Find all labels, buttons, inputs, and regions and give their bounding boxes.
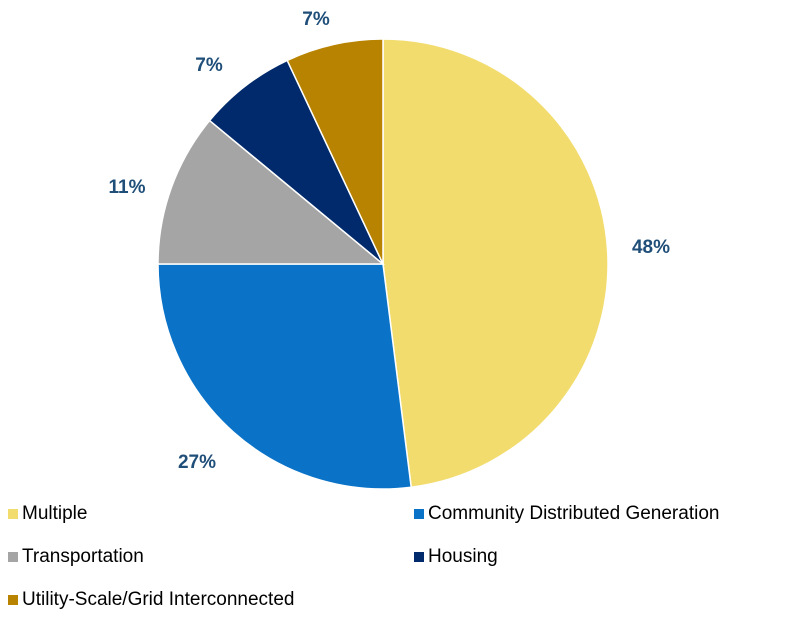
legend-label: Housing xyxy=(428,546,498,567)
slice-label-transportation: 11% xyxy=(109,177,146,198)
pie-slices xyxy=(157,38,609,490)
legend-swatch xyxy=(414,509,424,519)
pie-slice-utility-scale-grid-interconnected xyxy=(286,38,384,265)
legend-swatch xyxy=(8,595,18,605)
slice-label-utility-scale-grid-interconnected: 7% xyxy=(302,9,330,30)
slice-label-housing: 7% xyxy=(195,55,223,76)
slice-labels: 48% 27% 11% 7% 7% xyxy=(109,9,671,473)
legend-item-multiple: Multiple xyxy=(8,499,87,529)
legend-item-housing: Housing xyxy=(414,542,498,572)
pie-slice-community-distributed-generation xyxy=(157,263,413,490)
legend-item-community-distributed-generation: Community Distributed Generation xyxy=(414,499,719,529)
slice-label-multiple: 48% xyxy=(632,237,670,258)
legend-swatch xyxy=(414,552,424,562)
legend-swatch xyxy=(8,509,18,519)
slice-label-community-distributed-generation: 27% xyxy=(178,452,216,473)
legend-item-utility-scale-grid-interconnected: Utility-Scale/Grid Interconnected xyxy=(8,585,294,615)
legend-item-transportation: Transportation xyxy=(8,542,144,572)
legend-label: Transportation xyxy=(22,546,144,567)
legend-label: Utility-Scale/Grid Interconnected xyxy=(22,589,295,610)
legend: Multiple Community Distributed Generation… xyxy=(0,496,799,618)
legend-label: Multiple xyxy=(22,503,88,524)
legend-label: Community Distributed Generation xyxy=(428,503,720,524)
pie-slice-transportation xyxy=(157,119,386,265)
pie-slice-multiple xyxy=(382,38,609,489)
legend-swatch xyxy=(8,552,18,562)
